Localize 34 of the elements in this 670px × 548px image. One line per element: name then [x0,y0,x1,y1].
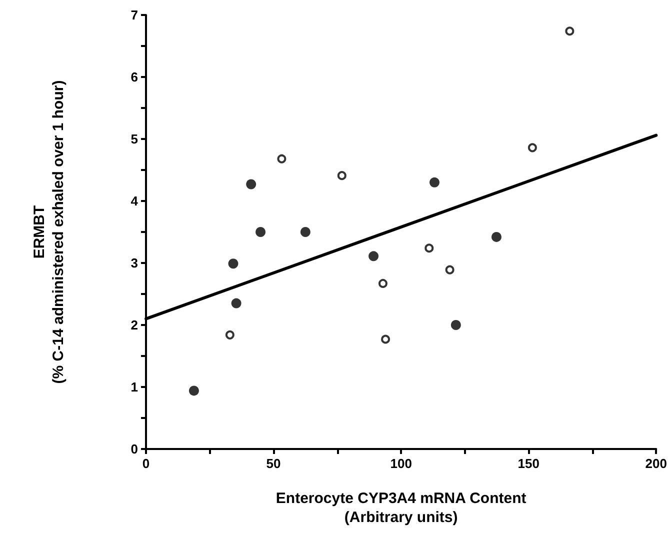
x-tick-label: 150 [518,456,540,471]
y-axis-title: ERMBT (% C-14 administered exhaled over 1 hour) [31,80,67,384]
y-tick-label: 4 [130,194,139,208]
y-tick-label: 1 [130,380,138,394]
point [368,251,379,262]
point [450,320,461,330]
x-tick-label: 0 [142,456,150,471]
point [246,179,256,190]
y-tick-label: 7 [130,8,138,22]
x-tick-label: 200 [645,456,668,471]
y-tick-label: 0 [130,442,138,456]
x-tick-label: 100 [390,456,412,471]
point [300,227,310,237]
y-tick-label: 3 [130,256,138,270]
point [188,386,199,396]
y-tick-label: 5 [130,132,138,146]
point [256,227,266,237]
point [228,258,238,269]
y-tick-label: 2 [130,318,138,332]
point [225,330,234,340]
point [424,244,434,253]
point [528,143,537,152]
point [565,26,574,36]
point [337,171,346,180]
point [277,154,286,164]
point [445,265,454,274]
x-tick-label: 50 [266,456,281,471]
point [430,177,440,188]
y-tick-label: 6 [130,70,138,84]
point [381,334,390,344]
point [378,278,388,288]
point [231,298,242,308]
x-axis-title: Enterocyte CYP3A4 mRNA Content (Arbitrary units) [276,490,526,526]
point [491,232,502,242]
